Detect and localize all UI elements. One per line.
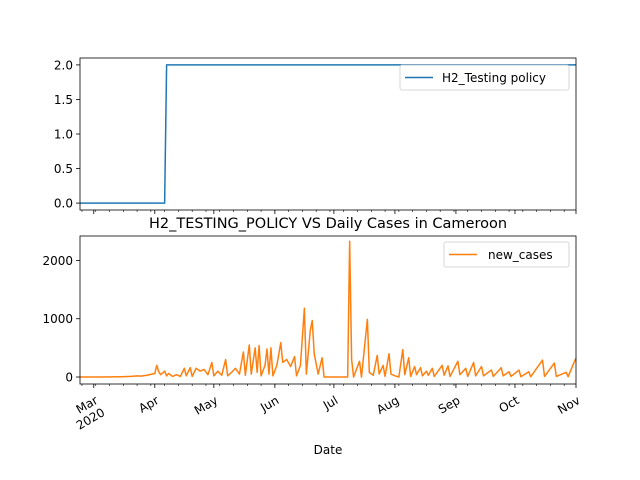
axes-top: 0.0 0.5 1.0 1.5 2.0 H2_Testing policy	[54, 57, 577, 214]
top-legend-box	[399, 64, 570, 91]
top-series-layer	[80, 64, 576, 204]
bottom-y-ticks: 0 1000 2000	[42, 254, 80, 385]
bottom-x-tick-label-text: Jul	[320, 393, 340, 413]
chart-title: H2_TESTING_POLICY VS Daily Cases in Came…	[149, 216, 507, 232]
bottom-y-tick-label: 1000	[42, 312, 73, 326]
bottom-y-tick-label: 2000	[42, 254, 73, 268]
bottom-axes-frame	[79, 235, 577, 385]
bottom-y-tick-label: 0	[65, 371, 73, 385]
top-y-tick-label: 1.5	[54, 93, 73, 107]
bottom-series-layer	[80, 240, 577, 378]
top-y-tick-label: 2.0	[54, 58, 73, 72]
x-axis-label: Date	[314, 443, 343, 457]
top-legend: H2_Testing policy	[399, 64, 570, 91]
top-y-tick-label: 0.0	[54, 197, 73, 211]
top-legend-label: H2_Testing policy	[442, 71, 546, 85]
top-x-ticks	[81, 210, 577, 214]
top-y-tick-label: 0.5	[54, 162, 73, 176]
bottom-x-tick-label: Jul	[320, 393, 340, 413]
top-y-tick-label: 1.0	[54, 128, 73, 142]
top-y-ticks: 0.0 0.5 1.0 1.5 2.0	[54, 58, 80, 211]
series-line-h2-testing-policy	[80, 64, 576, 204]
bottom-legend-box	[443, 241, 570, 268]
bottom-legend-label: new_cases	[488, 248, 553, 262]
bottom-legend: new_cases	[443, 241, 570, 268]
series-line-new-cases	[80, 240, 577, 378]
